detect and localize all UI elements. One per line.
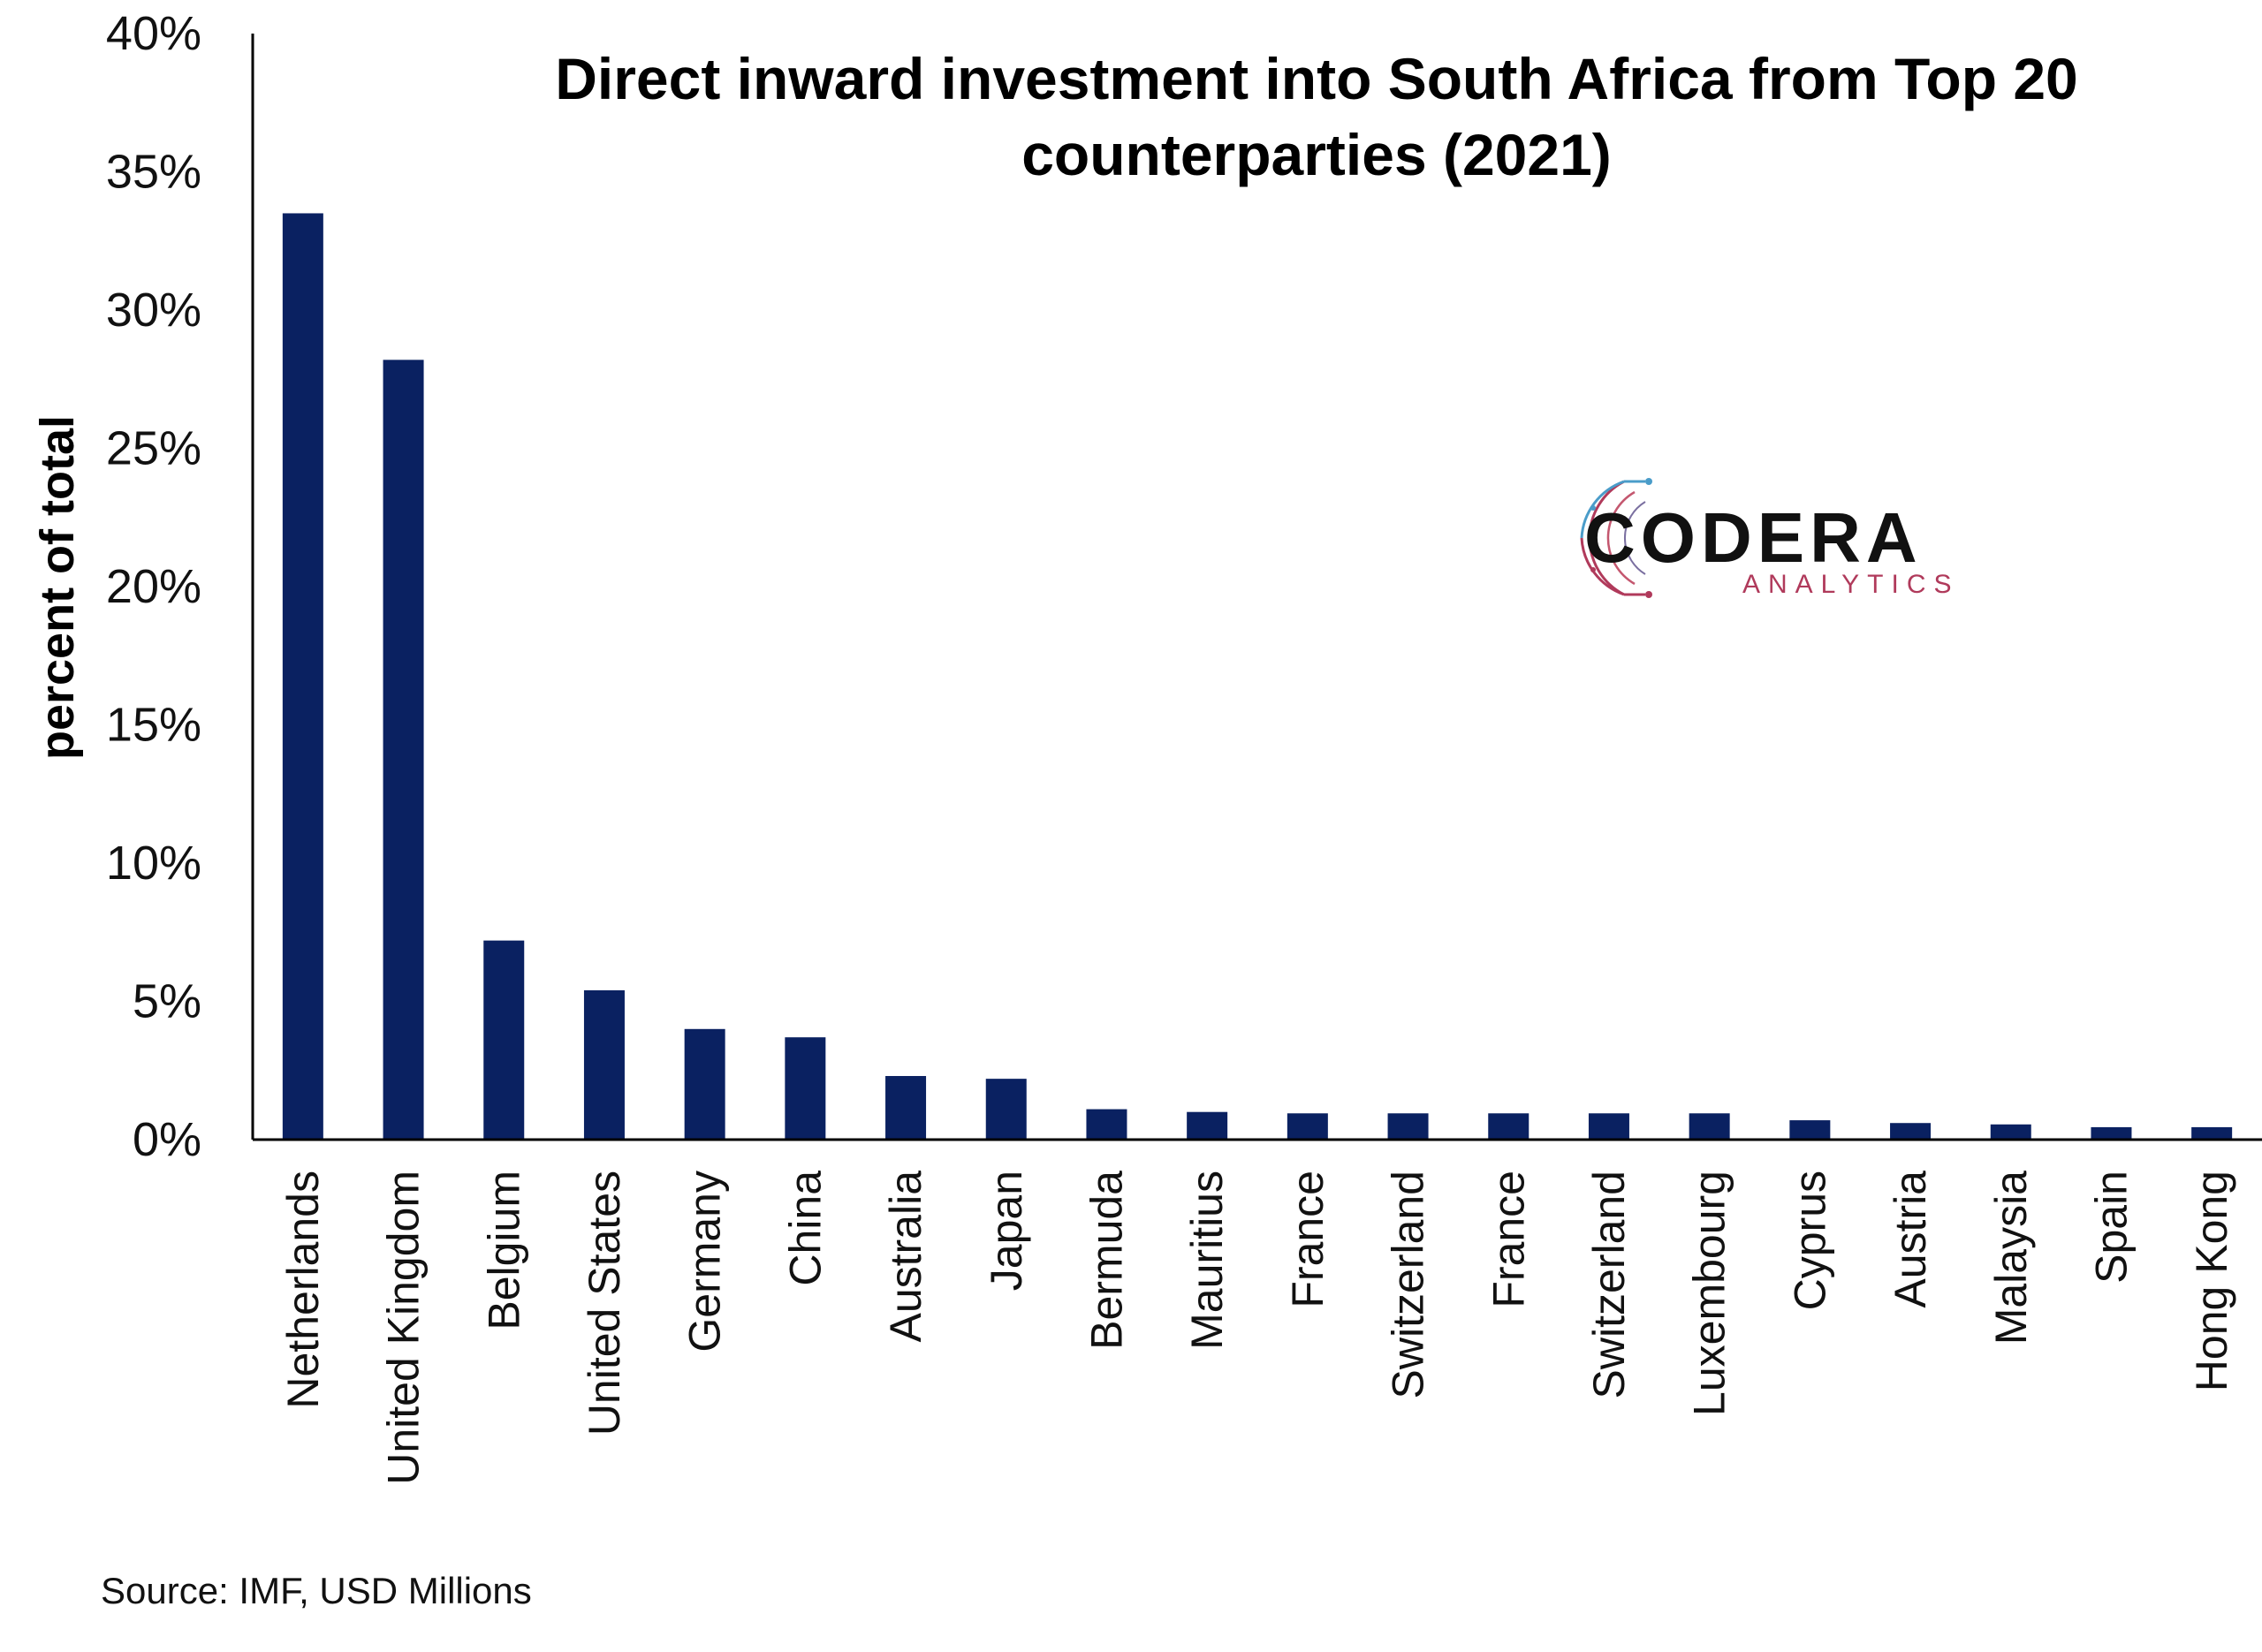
x-tick-label: Spain bbox=[2086, 1171, 2136, 1284]
chart-title-line-1: Direct inward investment into South Afri… bbox=[555, 46, 2078, 111]
bar bbox=[684, 1028, 725, 1140]
x-tick-label: Netherlands bbox=[278, 1171, 328, 1409]
y-tick-label: 25% bbox=[106, 422, 201, 475]
x-tick-label: France bbox=[1484, 1171, 1533, 1308]
bar bbox=[1086, 1109, 1127, 1140]
bar bbox=[282, 213, 323, 1140]
bar bbox=[885, 1076, 927, 1140]
bar bbox=[2091, 1126, 2132, 1140]
bar bbox=[1689, 1113, 1730, 1140]
bar bbox=[1488, 1113, 1530, 1140]
bar bbox=[1789, 1120, 1831, 1140]
x-tick-label: United Kingdom bbox=[379, 1171, 429, 1485]
x-tick-label: Switzerland bbox=[1384, 1171, 1433, 1398]
bar bbox=[483, 940, 525, 1140]
x-tick-label: China bbox=[780, 1171, 830, 1286]
x-tick-label: Switzerland bbox=[1584, 1171, 1634, 1398]
bar bbox=[785, 1037, 826, 1140]
y-tick-label: 5% bbox=[133, 975, 201, 1028]
codera-logo: CODERA ANALYTICS bbox=[1580, 478, 1960, 599]
x-tick-label: Belgium bbox=[479, 1171, 528, 1330]
chart-title-line-2: counterparties (2021) bbox=[1021, 122, 1612, 187]
x-axis-labels: Netherlands United Kingdom Belgium United S… bbox=[278, 1171, 2236, 1485]
x-tick-label: Malaysia bbox=[1986, 1171, 2036, 1345]
source-note: Source: IMF, USD Millions bbox=[101, 1570, 532, 1611]
bar bbox=[1387, 1113, 1429, 1140]
logo-wordmark: CODERA bbox=[1584, 498, 1923, 577]
bar bbox=[1187, 1111, 1228, 1140]
bar bbox=[985, 1079, 1027, 1140]
x-tick-label: Austria bbox=[1886, 1171, 1935, 1308]
y-tick-label: 35% bbox=[106, 146, 201, 199]
x-tick-label: Hong Kong bbox=[2187, 1171, 2236, 1391]
x-tick-label: United States bbox=[580, 1171, 629, 1436]
x-tick-label: Germany bbox=[680, 1171, 730, 1353]
bar bbox=[2191, 1126, 2233, 1140]
logo-circuit-icon bbox=[1580, 478, 1652, 598]
x-tick-label: Bermuda bbox=[1082, 1171, 1131, 1350]
x-tick-label: Luxembourg bbox=[1685, 1171, 1734, 1416]
bar bbox=[583, 989, 625, 1140]
logo-subtitle: ANALYTICS bbox=[1742, 570, 1960, 599]
bar bbox=[383, 360, 424, 1140]
y-tick-label: 20% bbox=[106, 560, 201, 613]
x-tick-label: Cyprus bbox=[1785, 1171, 1834, 1310]
bar bbox=[1287, 1113, 1328, 1140]
y-tick-label: 30% bbox=[106, 284, 201, 337]
x-tick-label: Mauritius bbox=[1182, 1171, 1232, 1350]
y-axis-label: percent of total bbox=[31, 415, 84, 760]
y-tick-label: 40% bbox=[106, 7, 201, 60]
x-tick-label: Australia bbox=[881, 1171, 930, 1343]
y-tick-label: 0% bbox=[133, 1113, 201, 1166]
y-axis-ticks: 0% 5% 10% 15% 20% 25% 30% 35% 40% bbox=[106, 7, 201, 1166]
bar bbox=[1890, 1123, 1932, 1140]
x-tick-label: Japan bbox=[982, 1171, 1031, 1291]
bar bbox=[1990, 1124, 2031, 1140]
y-tick-label: 10% bbox=[106, 837, 201, 890]
bar bbox=[1588, 1113, 1629, 1140]
x-tick-label: France bbox=[1283, 1171, 1332, 1308]
y-tick-label: 15% bbox=[106, 699, 201, 752]
bars bbox=[282, 213, 2233, 1140]
